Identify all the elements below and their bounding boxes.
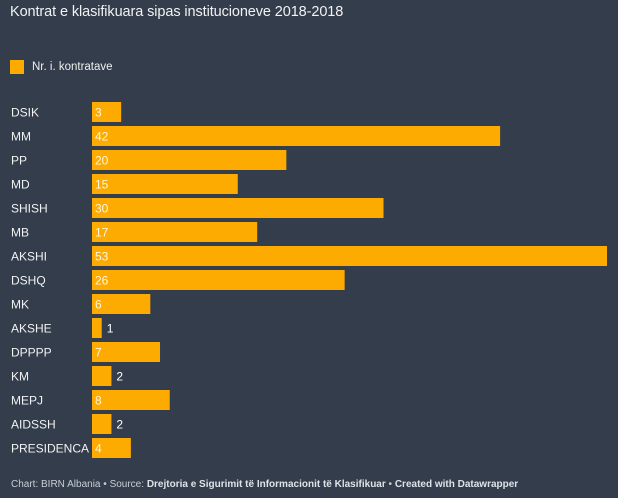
bar-row-km: KM 2 — [11, 366, 123, 386]
bar-row-dsik: DSIK 3 — [11, 102, 122, 122]
value-label: 30 — [95, 202, 109, 216]
value-label: 4 — [95, 442, 102, 456]
category-label: SHISH — [11, 202, 48, 216]
category-label: DSHQ — [11, 274, 46, 288]
bar-row-akshi: AKSHI 53 — [11, 246, 607, 266]
value-label: 6 — [95, 298, 102, 312]
value-label: 7 — [95, 346, 102, 360]
category-label: DPPPP — [11, 346, 52, 360]
value-label: 8 — [95, 394, 102, 408]
value-label: 53 — [95, 250, 109, 264]
bar — [92, 150, 287, 170]
bar — [92, 102, 122, 122]
bar — [92, 246, 607, 266]
legend-label: Nr. i. kontratave — [32, 61, 113, 73]
bar-row-mm: MM 42 — [11, 126, 501, 146]
value-label: 1 — [107, 322, 114, 336]
bar-row-shish: SHISH 30 — [11, 198, 384, 218]
value-label: 2 — [116, 418, 123, 432]
chart-footer: Chart: BIRN Albania • Source: Drejtoria … — [11, 479, 519, 490]
category-label: PRESIDENCA — [11, 442, 89, 456]
footer-source-link[interactable]: Drejtoria e Sigurimit të Informacionit t… — [146, 479, 386, 490]
category-label: MK — [11, 298, 29, 312]
category-label: PP — [11, 154, 27, 168]
footer-source-label: Source: — [109, 479, 147, 490]
bar — [92, 294, 151, 314]
bar — [92, 126, 501, 146]
bar-row-akshe: AKSHE 1 — [11, 318, 114, 338]
bar — [92, 198, 384, 218]
category-label: KM — [11, 370, 29, 384]
bar — [92, 318, 102, 338]
bar-row-mb: MB 17 — [11, 222, 258, 242]
bar — [92, 438, 131, 458]
bar-row-dshq: DSHQ 26 — [11, 270, 345, 290]
bar — [92, 270, 345, 290]
value-label: 3 — [95, 106, 102, 120]
value-label: 2 — [116, 370, 123, 384]
bar-row-pp: PP 20 — [11, 150, 287, 170]
category-label: AKSHI — [11, 250, 47, 264]
bar-row-mk: MK 6 — [11, 294, 151, 314]
value-label: 15 — [95, 178, 109, 192]
bar-row-mepj: MEPJ 8 — [11, 390, 170, 410]
bar-row-presidenca: PRESIDENCA 4 — [11, 438, 131, 458]
chart-title: Kontrat e klasifikuara sipas institucion… — [10, 4, 344, 20]
value-label: 26 — [95, 274, 109, 288]
bar — [92, 366, 112, 386]
bar — [92, 222, 258, 242]
bar — [92, 342, 161, 362]
category-label: AKSHE — [11, 322, 52, 336]
bar — [92, 390, 170, 410]
category-label: DSIK — [11, 106, 39, 120]
footer-chart-credit: Chart: BIRN Albania — [11, 479, 101, 490]
bar-row-aidssh: AIDSSH 2 — [11, 414, 123, 434]
value-label: 42 — [95, 130, 109, 144]
category-label: MD — [11, 178, 30, 192]
category-label: AIDSSH — [11, 418, 56, 432]
category-label: MB — [11, 226, 29, 240]
bar-row-md: MD 15 — [11, 174, 238, 194]
legend: Nr. i. kontratave — [10, 60, 113, 74]
value-label: 17 — [95, 226, 109, 240]
bar-row-dpppp: DPPPP 7 — [11, 342, 161, 362]
category-label: MM — [11, 130, 31, 144]
bar — [92, 174, 238, 194]
category-label: MEPJ — [11, 394, 43, 408]
value-label: 20 — [95, 154, 109, 168]
legend-swatch — [10, 60, 24, 74]
footer-datawrapper-link[interactable]: Created with Datawrapper — [394, 479, 519, 490]
bar — [92, 414, 112, 434]
